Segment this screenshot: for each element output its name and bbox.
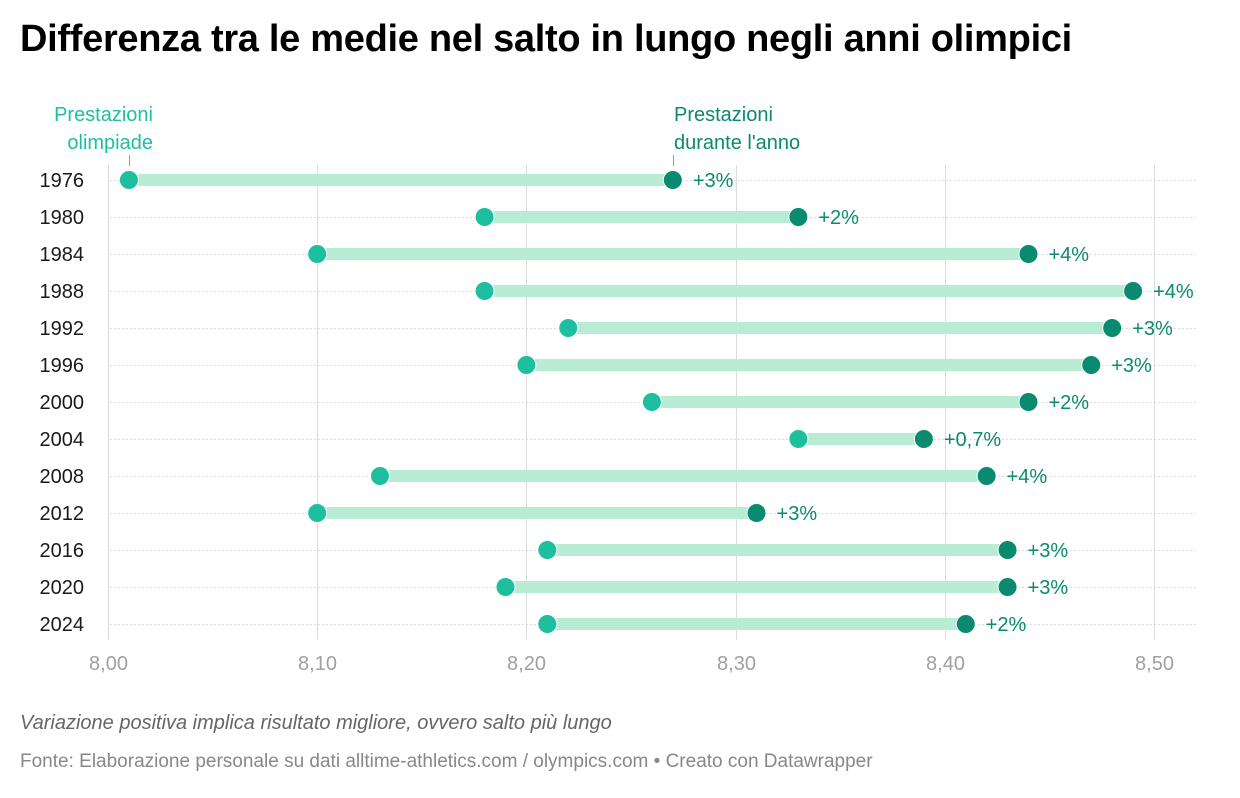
olympic-dot [516,355,537,375]
year-avg-dot [997,540,1018,560]
row-year-label: 2020 [40,577,85,599]
olympic-dot [558,318,579,338]
year-avg-dot [1102,318,1123,338]
row-year-label: 2004 [40,429,85,451]
olympic-dot [495,577,516,597]
percent-label: +3% [1028,540,1069,562]
row-year-label: 1992 [40,318,85,340]
dumbbell-chart: +3%+2%+4%+4%+3%+3%+2%+0,7%+4%+3%+3%+3%+2… [40,104,1196,675]
olympic-dot [788,429,809,449]
row-year-label: 1976 [40,170,85,192]
olympic-dot [537,540,558,560]
x-tick-label: 8,20 [507,653,546,675]
year-avg-dot [1123,281,1144,301]
axis-labels: 8,00 8,10 8,20 8,30 8,40 8,50 1976 1980 1984 1988… [40,170,1174,675]
percent-label: +4% [1153,281,1194,303]
olympic-dot [537,614,558,634]
source-prefix: Fonte: [20,751,80,772]
annotation-olympic-line2: olimpiade [67,132,153,154]
percent-label: +3% [1028,577,1069,599]
row-year-label: 2000 [40,392,85,414]
olympic-dot [474,207,495,227]
percent-label: +3% [693,170,734,192]
percent-label: +0,7% [944,429,1001,451]
row-year-label: 2016 [40,540,85,562]
x-tick-label: 8,00 [89,653,128,675]
annotation-year-line1: Prestazioni [674,104,773,126]
series-annotations: Prestazioni olimpiade Prestazioni durant… [54,104,800,166]
olympic-dot [307,244,328,264]
year-avg-dot [1081,355,1102,375]
row-year-label: 2012 [40,503,85,525]
year-avg-dot [746,503,767,523]
row-year-label: 2024 [40,614,85,636]
year-avg-dot [997,577,1018,597]
x-tick-label: 8,40 [926,653,965,675]
row-year-label: 1980 [40,207,85,229]
percent-label: +2% [1048,392,1089,414]
year-avg-dot [788,207,809,227]
row-year-label: 2008 [40,466,85,488]
range-bars [128,174,1134,630]
percent-label: +3% [777,503,818,525]
x-tick-label: 8,50 [1135,653,1174,675]
percent-label: +3% [1132,318,1173,340]
annotation-olympic-line1: Prestazioni [54,104,153,126]
source-separator: • [648,751,666,772]
percent-label: +4% [1048,244,1089,266]
year-avg-dot [1018,392,1039,412]
olympic-dot [474,281,495,301]
row-year-label: 1996 [40,355,85,377]
x-tick-label: 8,30 [717,653,756,675]
percent-label: +4% [1007,466,1048,488]
chart-title: Differenza tra le medie nel salto in lun… [20,18,1072,60]
year-avg-dot [662,170,683,190]
olympic-dot [307,503,328,523]
percent-label: +3% [1111,355,1152,377]
chart-note: Variazione positiva implica risultato mi… [20,712,612,734]
row-year-label: 1988 [40,281,85,303]
year-avg-dot [1018,244,1039,264]
chart-source: Fonte: Elaborazione personale su dati al… [20,751,873,773]
data-dots [118,170,1144,634]
olympic-dot [369,466,390,486]
percent-label: +2% [986,614,1027,636]
olympic-dot [118,170,139,190]
percent-label: +2% [818,207,859,229]
source-credit: Creato con Datawrapper [665,751,873,772]
year-avg-dot [976,466,997,486]
data-labels: +3%+2%+4%+4%+3%+3%+2%+0,7%+4%+3%+3%+3%+2… [693,170,1194,636]
x-tick-label: 8,10 [298,653,337,675]
row-year-label: 1984 [40,244,85,266]
source-text: Elaborazione personale su dati alltime-a… [79,751,649,772]
year-avg-dot [955,614,976,634]
olympic-dot [641,392,662,412]
annotation-year-line2: durante l'anno [674,132,800,154]
year-avg-dot [913,429,934,449]
